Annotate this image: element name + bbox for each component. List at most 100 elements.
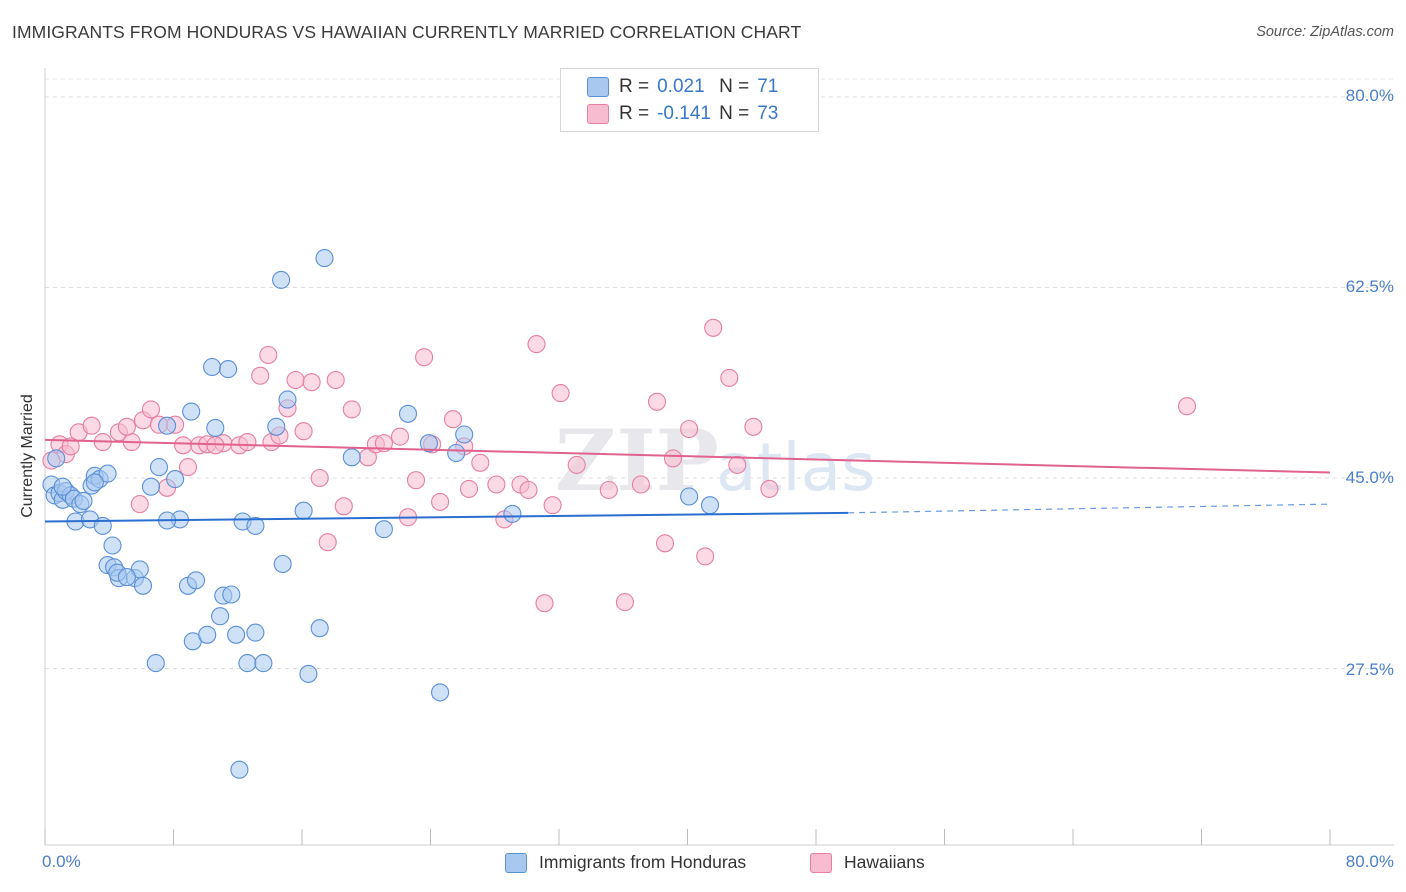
hawaiians-point (459, 479, 479, 498)
n-value-honduras: 71 (757, 76, 779, 97)
honduras-point (149, 458, 169, 477)
hawaiians-point (663, 449, 683, 468)
honduras-point (431, 683, 450, 702)
hawaiians-point (487, 475, 506, 494)
hawaiians-point (61, 437, 80, 456)
hawaiians-point (680, 419, 699, 439)
honduras-point (419, 434, 438, 453)
honduras-point (447, 443, 466, 463)
gridlines (45, 78, 1394, 669)
x-tick-0: 0.0% (42, 852, 81, 871)
x-tick-marks (44, 829, 1331, 845)
hawaiians-point (744, 417, 763, 436)
honduras-legend-label: Immigrants from Honduras (539, 852, 747, 872)
hawaiians-point (615, 593, 634, 612)
honduras-point (267, 417, 286, 436)
hawaiians-point (760, 479, 779, 498)
honduras-point (146, 654, 165, 673)
hawaiians-point (178, 458, 198, 477)
x-tick-80: 80.0% (1345, 852, 1394, 871)
r-value-hawaiians: -0.141 (657, 103, 711, 124)
honduras-point (158, 416, 177, 435)
honduras-point (294, 501, 313, 520)
honduras-point (230, 760, 249, 779)
hawaiians-point (535, 594, 554, 613)
honduras-point (103, 536, 122, 555)
honduras-point (398, 404, 418, 423)
hawaiians-point (527, 335, 546, 354)
legend-item-honduras[interactable]: Immigrants from Honduras (505, 852, 746, 873)
hawaiians-point (704, 318, 723, 337)
hawaiians-point (251, 366, 270, 385)
hawaiians-point (720, 368, 739, 387)
y-tick-80: 80.0% (1345, 86, 1394, 105)
honduras-point (117, 568, 136, 587)
hawaiians-point (567, 455, 586, 474)
hawaiians-swatch-icon (587, 104, 609, 124)
hawaiians-point (599, 480, 618, 500)
honduras-point (219, 360, 238, 379)
hawaiians-points (42, 318, 1197, 613)
honduras-point (85, 473, 104, 492)
hawaiians-point (631, 475, 650, 494)
honduras-point (53, 477, 72, 496)
honduras-point (278, 390, 297, 409)
y-tick-62-5: 62.5% (1345, 277, 1394, 296)
hawaiians-legend-icon (810, 852, 832, 873)
honduras-point (246, 623, 265, 642)
legend-item-hawaiians[interactable]: Hawaiians (810, 852, 925, 873)
honduras-point (141, 477, 161, 496)
hawaiians-trend-line (44, 438, 1331, 474)
hawaiians-point (728, 455, 747, 474)
correlation-legend: R = 0.021 N = 71 R = -0.141 N = 73 (560, 68, 819, 132)
r-label: R = (619, 76, 650, 97)
honduras-points (42, 249, 720, 779)
honduras-point (342, 448, 361, 467)
n-label: N = (719, 76, 750, 97)
hawaiians-point (259, 345, 278, 365)
honduras-point (503, 504, 522, 523)
hawaiians-point (318, 533, 337, 552)
hawaiians-point (117, 417, 136, 436)
honduras-point (299, 664, 318, 683)
n-label: N = (719, 103, 750, 124)
r-label: R = (619, 103, 650, 124)
chart-source: Source: ZipAtlas.com (1256, 24, 1394, 40)
hawaiians-point (130, 495, 149, 514)
honduras-trend-line (44, 511, 849, 523)
honduras-point (310, 619, 329, 638)
honduras-point (211, 607, 230, 626)
honduras-point (74, 491, 93, 510)
hawaiians-point (286, 370, 305, 390)
r-value-honduras: 0.021 (657, 76, 705, 97)
y-tick-45: 45.0% (1345, 468, 1394, 487)
honduras-point (47, 449, 66, 468)
hawaiians-point (310, 468, 329, 488)
honduras-point (455, 425, 474, 444)
chart-title: IMMIGRANTS FROM HONDURAS VS HAWAIIAN CUR… (12, 22, 802, 42)
hawaiians-point (82, 416, 101, 435)
hawaiians-point (443, 410, 463, 429)
hawaiians-point (406, 471, 426, 490)
trend-lines (44, 438, 1331, 523)
hawaiians-point (647, 392, 667, 411)
hawaiians-point (326, 370, 345, 390)
honduras-point (238, 654, 257, 673)
hawaiians-point (342, 400, 361, 419)
hawaiians-point (431, 492, 450, 511)
honduras-point (272, 270, 291, 289)
hawaiians-point (519, 480, 538, 500)
hawaiians-point (543, 496, 562, 515)
hawaiians-point (294, 422, 313, 441)
hawaiians-legend-label: Hawaiians (844, 852, 925, 872)
hawaiians-point (551, 384, 570, 403)
hawaiians-point (334, 497, 353, 516)
honduras-point (186, 571, 206, 590)
hawaiians-point (238, 433, 257, 452)
honduras-point (98, 464, 117, 483)
honduras-point (374, 520, 393, 539)
honduras-swatch-icon (587, 77, 609, 97)
y-tick-27-5: 27.5% (1345, 660, 1394, 679)
hawaiians-point (174, 436, 193, 455)
